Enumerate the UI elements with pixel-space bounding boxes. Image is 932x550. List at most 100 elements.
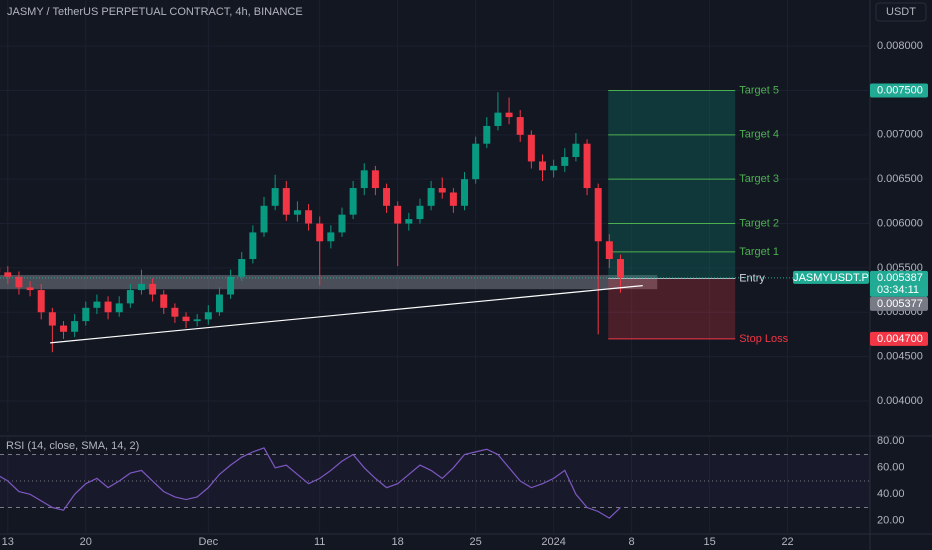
y-tick-label: 0.006500	[877, 173, 923, 185]
candle-body	[271, 188, 279, 206]
candle-body	[583, 143, 591, 189]
candle-body	[26, 287, 34, 291]
candle-body	[360, 170, 368, 189]
target-label: Target 3	[739, 173, 779, 185]
candle-body	[260, 205, 268, 233]
candle-body	[149, 283, 157, 295]
candle-body	[383, 188, 391, 206]
y-tick-label: 0.004500	[877, 351, 923, 363]
candle-body	[204, 312, 212, 320]
candle-body	[594, 188, 602, 242]
target-label: Target 4	[739, 129, 779, 141]
bid-price-label: 0.005377	[877, 298, 923, 310]
currency-label[interactable]: USDT	[886, 6, 916, 18]
candle-body	[461, 179, 469, 206]
loss-area	[608, 278, 736, 339]
candle-body	[305, 210, 313, 224]
rsi-line	[0, 447, 621, 519]
candle-body	[215, 294, 223, 313]
candle-body	[483, 125, 491, 144]
trendline	[50, 285, 643, 344]
x-tick-label: 25	[470, 536, 482, 548]
rsi-tick-label: 40.00	[877, 488, 905, 500]
candle-body	[15, 276, 23, 288]
candle-body	[171, 307, 179, 317]
price-badge	[870, 83, 928, 98]
candle-body	[538, 161, 546, 171]
countdown-label: 03:34:11	[877, 284, 919, 296]
rsi-tick-label: 80.00	[877, 435, 905, 447]
candle-body	[71, 321, 79, 332]
y-tick-label: 0.006000	[877, 217, 923, 229]
last-price-label: 0.005387	[877, 272, 923, 284]
candle-body	[494, 112, 502, 126]
price-badge-label: 0.004700	[877, 333, 923, 345]
candle-body	[227, 276, 235, 295]
rsi-tick-label: 20.00	[877, 515, 905, 527]
candle-body	[449, 192, 457, 206]
target-label: Target 1	[739, 246, 779, 258]
candle-body	[238, 259, 246, 277]
price-badge	[870, 331, 928, 346]
symbol-badge	[793, 270, 869, 284]
candle-body	[416, 205, 424, 220]
stop-label: Stop Loss	[739, 333, 788, 345]
candle-body	[550, 165, 558, 171]
candle-body	[193, 319, 201, 322]
candle-body	[371, 170, 379, 189]
candle-body	[82, 307, 90, 322]
candle-body	[104, 301, 112, 313]
candle-body	[37, 290, 45, 313]
last-price-badge	[870, 270, 928, 297]
candle-body	[427, 188, 435, 206]
candle-body	[249, 232, 257, 260]
x-tick-label: 18	[392, 536, 404, 548]
candle-body	[438, 188, 446, 193]
chart-title: JASMY / TetherUS PERPETUAL CONTRACT, 4h,…	[7, 6, 303, 18]
target-label: Target 2	[739, 217, 779, 229]
rsi-tick-label: 60.00	[877, 462, 905, 474]
y-tick-label: 0.007000	[877, 129, 923, 141]
x-tick-label: 11	[314, 536, 325, 548]
currency-button[interactable]	[875, 2, 927, 22]
x-tick-label: 2024	[541, 536, 565, 548]
profit-area	[608, 90, 736, 279]
candle-body	[516, 117, 524, 135]
candle-body	[126, 290, 134, 304]
candle-body	[137, 283, 145, 291]
symbol-label: JASMYUSDT.P	[793, 272, 869, 284]
candle-body	[338, 214, 346, 233]
candle-body	[93, 301, 101, 308]
candle-body	[405, 219, 413, 224]
candle-body	[115, 303, 123, 313]
candle-body	[572, 143, 580, 158]
candle-body	[505, 112, 513, 118]
x-tick-label: 20	[80, 536, 92, 548]
candle-body	[48, 312, 56, 326]
x-tick-label: 15	[703, 536, 715, 548]
x-tick-label: Dec	[199, 536, 219, 548]
candle-body	[282, 188, 290, 215]
rsi-title: RSI (14, close, SMA, 14, 2)	[6, 440, 139, 452]
candle-body	[293, 210, 301, 215]
candle-body	[327, 232, 335, 242]
candle-body	[561, 157, 569, 166]
rsi-band	[0, 454, 870, 508]
bid-price-badge	[870, 296, 928, 311]
candle-body	[59, 325, 67, 332]
candle-body	[160, 294, 168, 308]
y-tick-label: 0.004000	[877, 395, 923, 407]
entry-label: Entry	[739, 272, 765, 284]
x-tick-label: 8	[629, 536, 635, 548]
candle-body	[349, 188, 357, 215]
price-badge-label: 0.007500	[877, 84, 923, 96]
candle-body	[472, 143, 480, 180]
candle-body	[605, 241, 613, 260]
candle-body	[616, 259, 624, 278]
x-tick-label: 22	[781, 536, 793, 548]
y-tick-label: 0.008000	[877, 40, 923, 52]
candle-body	[527, 134, 535, 162]
